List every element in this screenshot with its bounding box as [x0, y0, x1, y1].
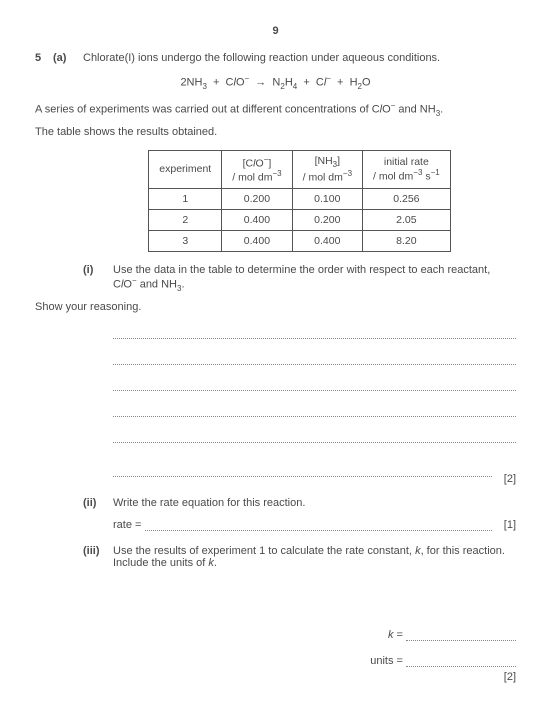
units-input[interactable]: [406, 655, 516, 667]
para-table-intro: The table shows the results obtained.: [35, 126, 516, 138]
dotted-line[interactable]: [113, 373, 516, 391]
cell: 3: [149, 230, 222, 251]
k-label: k: [388, 629, 394, 641]
col-experiment: experiment: [149, 150, 222, 188]
answer-block-iii: k = units = [2]: [113, 629, 516, 683]
table-row: 2 0.400 0.200 2.05: [149, 209, 450, 230]
table-header-row: experiment [ClO−]/ mol dm−3 [NH3]/ mol d…: [149, 150, 450, 188]
dotted-line[interactable]: [113, 321, 516, 339]
question-header: 5 (a) Chlorate(I) ions undergo the follo…: [35, 52, 516, 64]
dotted-line[interactable]: [113, 459, 492, 477]
marks-iii: [2]: [504, 671, 516, 683]
col-rate: initial rate/ mol dm−3 s−1: [363, 150, 451, 188]
answer-lines-i: [2]: [113, 321, 516, 485]
cell: 0.100: [292, 188, 362, 209]
col-clo: [ClO−]/ mol dm−3: [222, 150, 292, 188]
rate-line: rate = [1]: [113, 519, 516, 531]
cell: 0.256: [363, 188, 451, 209]
rate-label: rate =: [113, 519, 141, 531]
table-row: 1 0.200 0.100 0.256: [149, 188, 450, 209]
cell: 8.20: [363, 230, 451, 251]
cell: 2.05: [363, 209, 451, 230]
sub-iii-label: (iii): [83, 545, 113, 557]
chemical-equation: 2NH3 + ClO− → N2H4 + Cl− + H2O: [35, 74, 516, 91]
cell: 0.400: [222, 230, 292, 251]
cell: 1: [149, 188, 222, 209]
k-line: k =: [113, 629, 516, 641]
table-wrapper: experiment [ClO−]/ mol dm−3 [NH3]/ mol d…: [83, 150, 516, 252]
page-number: 9: [35, 25, 516, 37]
sub-iii-text: Use the results of experiment 1 to calcu…: [113, 545, 516, 569]
cell: 0.200: [292, 209, 362, 230]
units-label: units =: [370, 655, 403, 667]
sub-ii-row: (ii) Write the rate equation for this re…: [83, 497, 516, 509]
results-table: experiment [ClO−]/ mol dm−3 [NH3]/ mol d…: [148, 150, 450, 252]
cell: 2: [149, 209, 222, 230]
dotted-line[interactable]: [113, 347, 516, 365]
question-number: 5: [35, 52, 53, 64]
sub-i-text2: Show your reasoning.: [35, 301, 516, 313]
sub-ii-label: (ii): [83, 497, 113, 509]
col-nh3: [NH3]/ mol dm−3: [292, 150, 362, 188]
dotted-line[interactable]: [113, 425, 516, 443]
marks-i: [2]: [504, 473, 516, 485]
para-experiments: A series of experiments was carried out …: [35, 101, 516, 118]
dotted-line[interactable]: [113, 399, 516, 417]
sub-i-row: (i) Use the data in the table to determi…: [83, 264, 516, 293]
rate-input[interactable]: [145, 519, 491, 531]
sub-iii-row: (iii) Use the results of experiment 1 to…: [83, 545, 516, 569]
sub-ii-text: Write the rate equation for this reactio…: [113, 497, 516, 509]
marks-ii: [1]: [504, 519, 516, 531]
sub-i-text: Use the data in the table to determine t…: [113, 264, 516, 293]
table-row: 3 0.400 0.400 8.20: [149, 230, 450, 251]
part-label: (a): [53, 52, 83, 64]
intro-text: Chlorate(I) ions undergo the following r…: [83, 52, 516, 64]
cell: 0.400: [222, 209, 292, 230]
sub-i-label: (i): [83, 264, 113, 276]
k-input[interactable]: [406, 629, 516, 641]
units-line: units =: [113, 655, 516, 667]
cell: 0.200: [222, 188, 292, 209]
cell: 0.400: [292, 230, 362, 251]
